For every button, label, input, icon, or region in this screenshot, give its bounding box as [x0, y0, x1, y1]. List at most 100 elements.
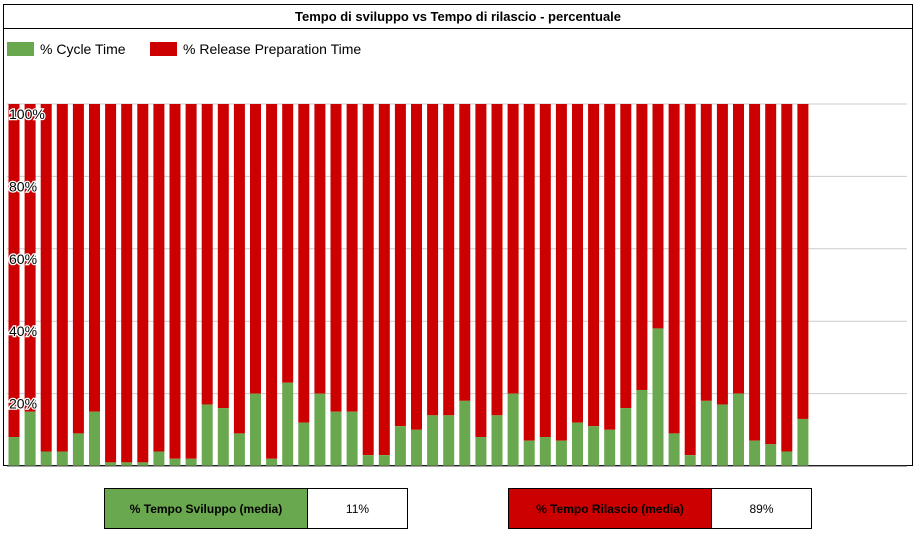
bar-release-34 [539, 104, 551, 438]
bar-cycle-1 [8, 437, 20, 466]
summary-release-time: % Tempo Rilascio (media) 89% [508, 488, 812, 529]
bar-release-13 [201, 104, 213, 405]
bar-cycle-44 [700, 400, 712, 466]
bar-cycle-4 [56, 451, 68, 466]
bar-cycle-7 [105, 462, 117, 466]
bar-release-25 [394, 104, 406, 427]
bar-release-42 [668, 104, 680, 434]
bar-cycle-6 [89, 411, 100, 466]
bar-cycle-32 [507, 393, 519, 466]
bar-release-17 [266, 104, 278, 459]
bar-release-22 [346, 104, 358, 412]
legend-label-release-preparation-time: % Release Preparation Time [183, 41, 362, 57]
bar-cycle-25 [394, 426, 406, 466]
bar-release-19 [298, 104, 310, 423]
bar-release-45 [716, 104, 728, 405]
bar-cycle-35 [555, 440, 567, 466]
bar-release-50 [797, 104, 809, 419]
bar-release-15 [233, 104, 245, 434]
bar-cycle-10 [153, 451, 165, 466]
bar-cycle-45 [716, 404, 728, 466]
bar-cycle-34 [539, 437, 551, 466]
bar-cycle-14 [217, 408, 229, 466]
bar-cycle-13 [201, 404, 213, 466]
bar-cycle-27 [427, 415, 439, 466]
bar-release-16 [250, 104, 261, 394]
bar-release-33 [523, 104, 535, 441]
bar-release-12 [185, 104, 197, 459]
bar-release-21 [330, 104, 342, 412]
summary-dev-time-value: 11% [308, 489, 407, 528]
bar-cycle-37 [588, 426, 600, 466]
legend-swatch-cycle-time [7, 42, 34, 56]
bar-release-36 [572, 104, 583, 423]
bar-cycle-33 [523, 440, 535, 466]
bar-release-35 [555, 104, 567, 441]
bar-release-48 [765, 104, 777, 445]
bar-cycle-39 [620, 408, 632, 466]
chart-plot-area: 20% 40% 60% 80% 100% [7, 103, 907, 467]
bar-release-10 [153, 104, 165, 452]
legend-label-cycle-time: % Cycle Time [40, 41, 126, 57]
y-tick-label: 80% [9, 178, 37, 194]
bar-cycle-47 [749, 440, 761, 466]
y-tick-label: 40% [9, 323, 37, 339]
bar-release-37 [588, 104, 600, 427]
bar-cycle-30 [475, 437, 487, 466]
bar-cycle-29 [459, 400, 471, 466]
bar-cycle-46 [733, 393, 744, 466]
bar-release-29 [459, 104, 471, 401]
bar-release-39 [620, 104, 632, 409]
y-tick-label: 100% [9, 106, 45, 122]
bar-cycle-40 [636, 389, 648, 466]
bar-cycle-42 [668, 433, 680, 466]
bar-release-23 [362, 104, 374, 456]
bar-cycle-21 [330, 411, 342, 466]
bar-release-41 [652, 104, 664, 329]
bar-release-2 [24, 104, 36, 412]
bar-release-49 [781, 104, 793, 452]
bar-cycle-3 [40, 451, 52, 466]
bar-release-26 [411, 104, 422, 430]
bar-cycle-9 [137, 462, 149, 466]
bar-release-14 [217, 104, 229, 409]
bar-cycle-49 [781, 451, 793, 466]
bar-release-31 [491, 104, 503, 416]
bar-release-6 [89, 104, 100, 412]
bar-cycle-50 [797, 418, 809, 466]
bar-release-28 [443, 104, 455, 416]
bar-cycle-17 [266, 458, 278, 466]
summary-release-time-label: % Tempo Rilascio (media) [509, 489, 712, 528]
legend-item-cycle-time[interactable]: % Cycle Time [7, 41, 126, 57]
y-tick-label: 20% [9, 396, 37, 412]
bar-release-8 [121, 104, 133, 463]
bar-release-18 [282, 104, 294, 383]
bar-release-40 [636, 104, 648, 390]
summary-dev-time-label: % Tempo Sviluppo (media) [105, 489, 308, 528]
bar-cycle-18 [282, 382, 294, 466]
bar-release-32 [507, 104, 519, 394]
legend-item-release-preparation-time[interactable]: % Release Preparation Time [150, 41, 361, 57]
bar-release-38 [604, 104, 616, 430]
bar-release-1 [8, 104, 20, 438]
bar-cycle-15 [233, 433, 245, 466]
bar-cycle-43 [684, 455, 696, 466]
bar-cycle-2 [24, 411, 36, 466]
summary-dev-time: % Tempo Sviluppo (media) 11% [104, 488, 408, 529]
bar-release-30 [475, 104, 487, 438]
bar-release-43 [684, 104, 696, 456]
bar-release-7 [105, 104, 117, 463]
bar-release-3 [40, 104, 52, 452]
summary-release-time-value: 89% [712, 489, 811, 528]
bar-release-11 [169, 104, 181, 459]
bar-cycle-22 [346, 411, 358, 466]
bar-cycle-31 [491, 415, 503, 466]
bar-cycle-5 [72, 433, 84, 466]
bar-release-44 [700, 104, 712, 401]
bar-cycle-24 [378, 455, 390, 466]
bar-cycle-36 [572, 422, 583, 466]
bar-cycle-11 [169, 458, 181, 466]
bar-release-9 [137, 104, 149, 463]
bar-release-5 [72, 104, 84, 434]
bar-cycle-12 [185, 458, 197, 466]
